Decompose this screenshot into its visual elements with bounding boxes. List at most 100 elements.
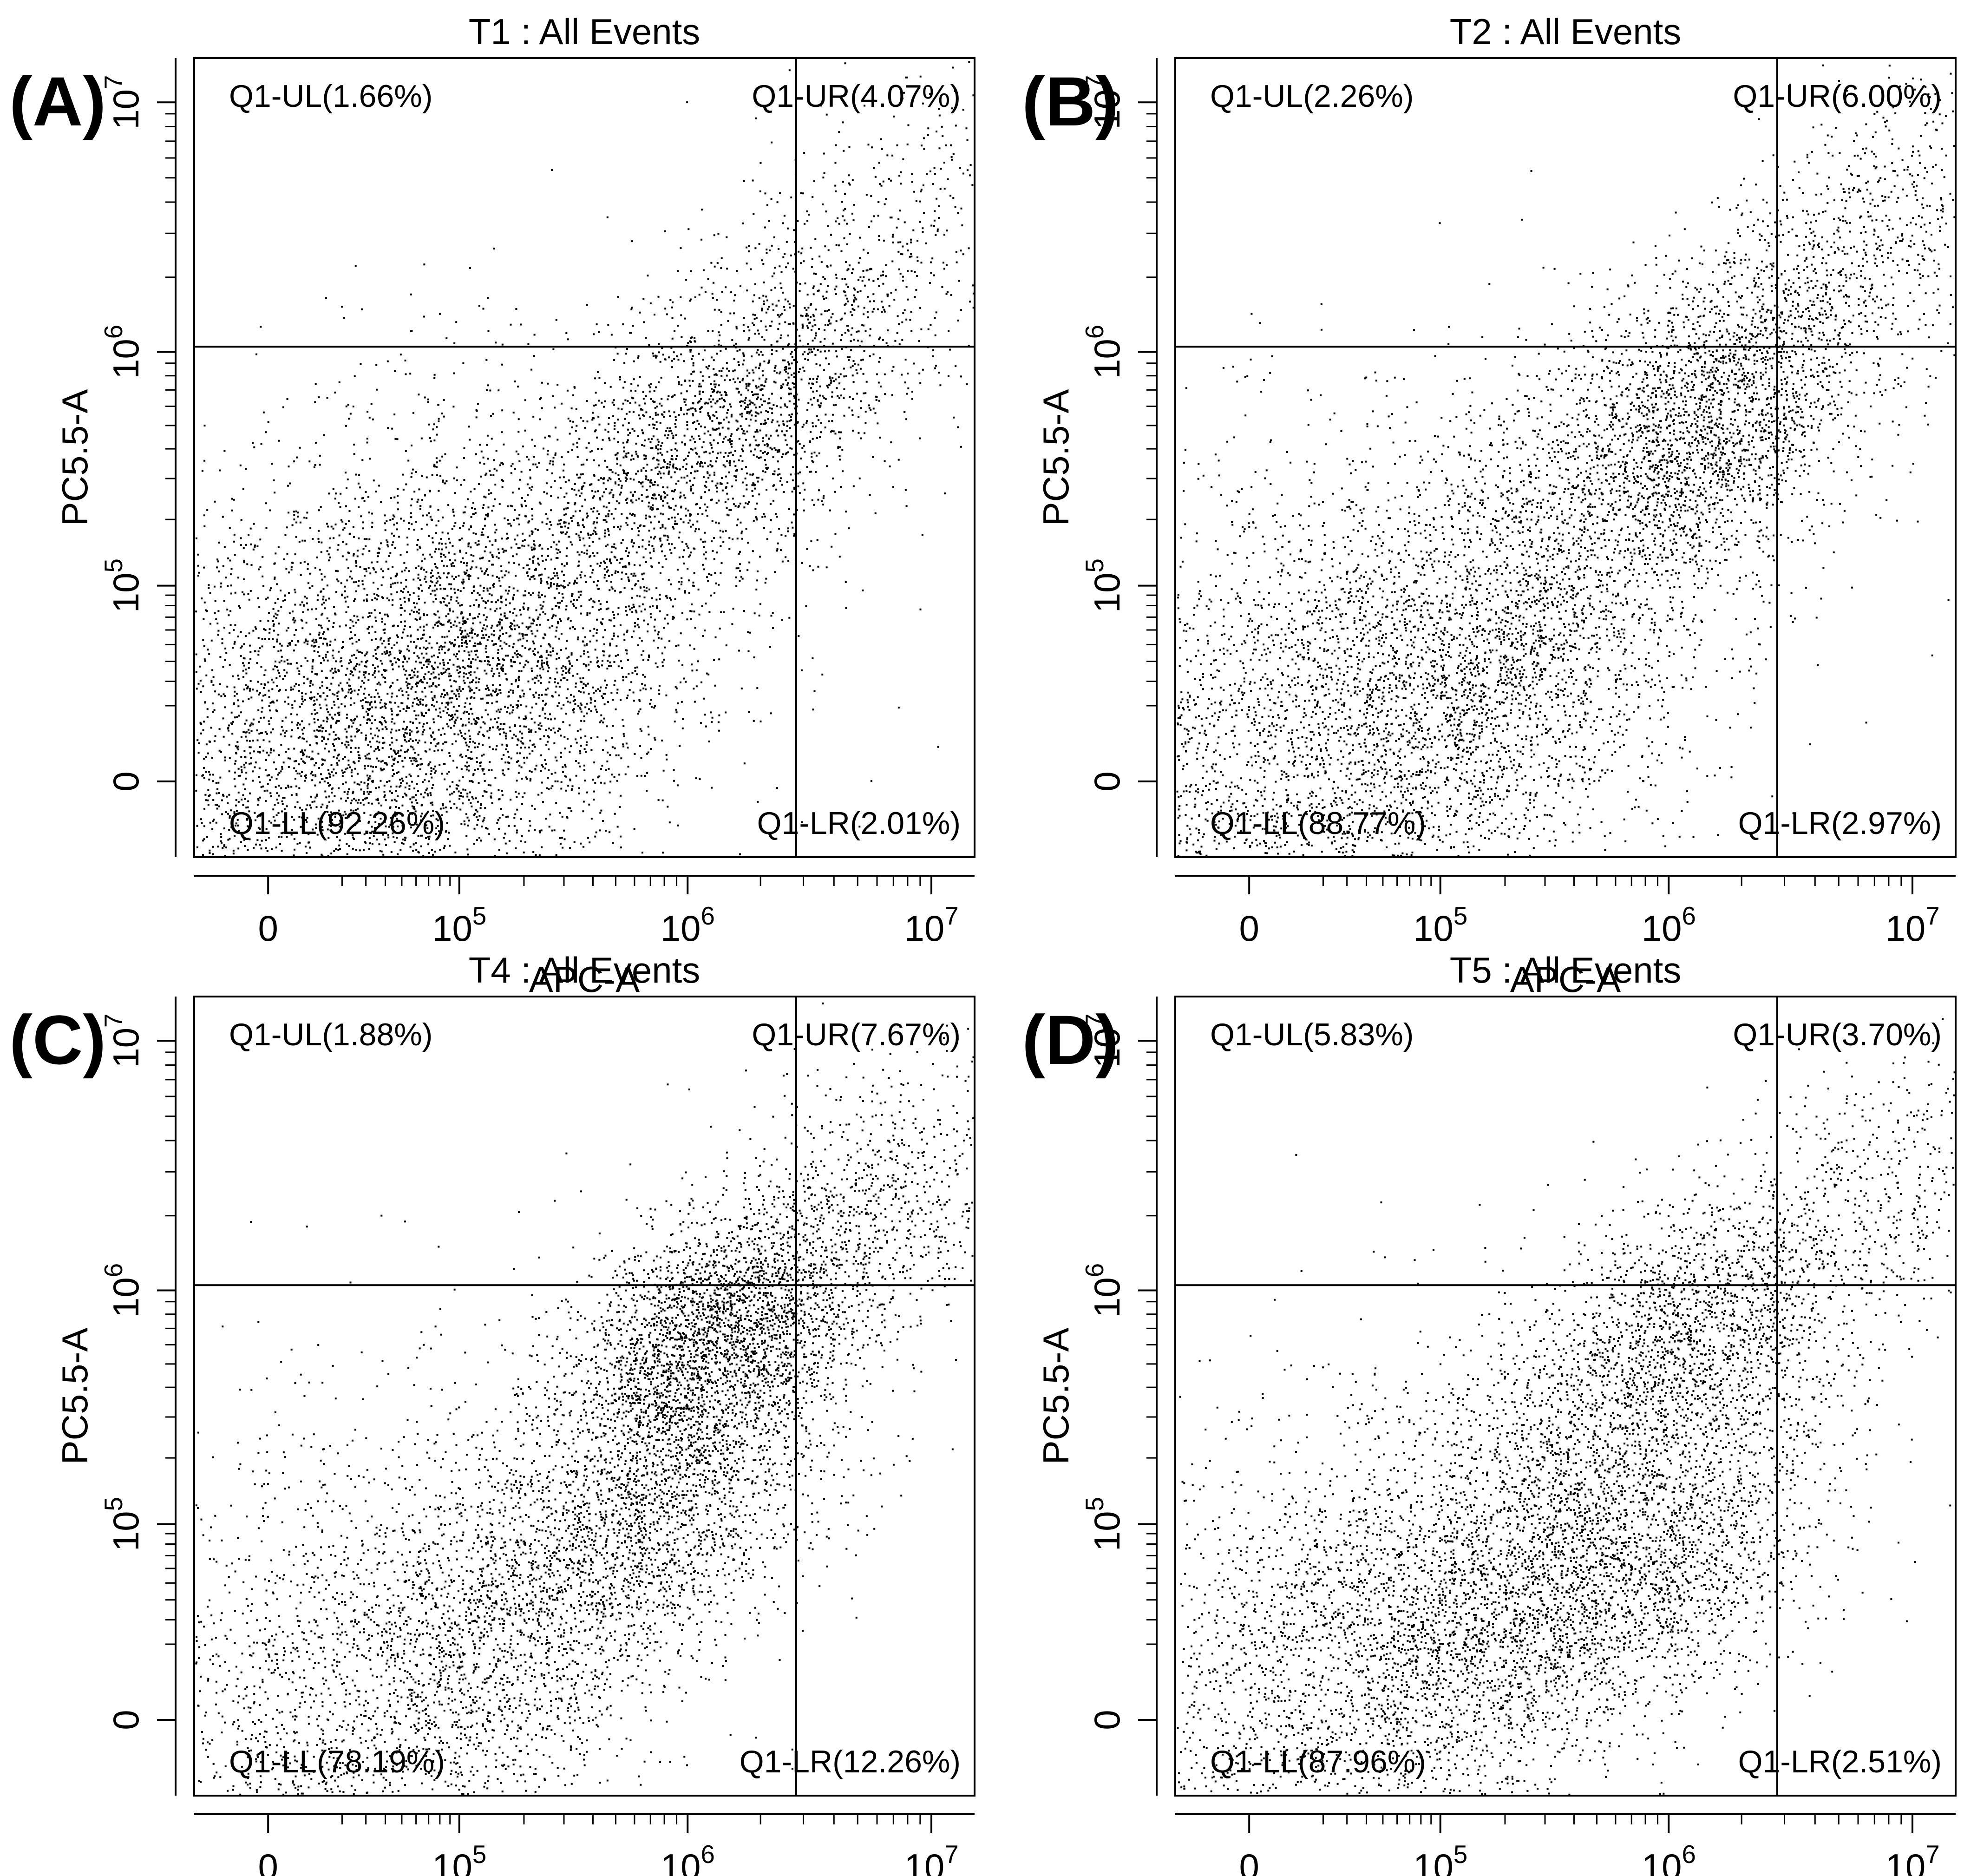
plot-title: T4 : All Events <box>469 950 700 990</box>
svg-text:105: 105 <box>432 1840 486 1876</box>
y-axis-label: PC5.5-A <box>54 389 95 526</box>
svg-text:106: 106 <box>99 1263 146 1318</box>
svg-text:105: 105 <box>1080 558 1127 613</box>
y-tick-label: 107 <box>1080 1014 1127 1068</box>
quadrant-label-ur: Q1-UR(6.00%) <box>1733 79 1942 114</box>
svg-text:107: 107 <box>99 75 146 130</box>
quadrant-label-lr: Q1-LR(2.97%) <box>1738 806 1942 841</box>
panel-letter: (D) <box>1022 1001 1119 1079</box>
svg-text:106: 106 <box>661 902 715 949</box>
x-tick-label: 106 <box>661 902 715 949</box>
x-tick-label: 107 <box>1885 902 1939 949</box>
x-tick-label: 105 <box>1413 1840 1467 1876</box>
quadrant-label-ul: Q1-UL(2.26%) <box>1210 79 1414 114</box>
svg-text:0: 0 <box>105 1710 146 1730</box>
x-tick-label: 105 <box>432 1840 486 1876</box>
y-tick-label: 0 <box>105 1710 146 1730</box>
panel-letter: (B) <box>1022 62 1119 140</box>
y-axis-label: PC5.5-A <box>1035 1328 1076 1465</box>
svg-text:106: 106 <box>1642 902 1696 949</box>
svg-text:107: 107 <box>1885 902 1939 949</box>
y-tick-label: 106 <box>1080 325 1127 379</box>
event-dots <box>195 1002 975 1796</box>
event-dot-cloud <box>1176 64 1956 857</box>
plot-title: T5 : All Events <box>1450 950 1682 990</box>
y-axis-label: PC5.5-A <box>54 1328 95 1465</box>
svg-text:105: 105 <box>1413 1840 1467 1876</box>
svg-text:107: 107 <box>1080 1014 1127 1068</box>
x-tick-label: 0 <box>258 908 278 949</box>
y-tick-label: 105 <box>1080 558 1127 613</box>
svg-text:0: 0 <box>105 771 146 791</box>
event-dots <box>195 61 975 857</box>
panel-2: (B) T2 : All Events Q1-UL(2.26%) Q1-UR(6.00… <box>1022 11 1957 1000</box>
x-tick-label: 106 <box>1642 1840 1696 1876</box>
quadrant-label-ul: Q1-UL(1.88%) <box>229 1017 432 1052</box>
y-tick-label: 105 <box>99 1497 146 1551</box>
svg-text:107: 107 <box>1080 75 1127 130</box>
y-tick-label: 107 <box>99 1014 146 1068</box>
plot-frame <box>193 996 975 1797</box>
y-tick-label: 105 <box>1080 1497 1127 1551</box>
quadrant-label-ll: Q1-LL(92.26%) <box>229 806 445 841</box>
quadrant-label-ll: Q1-LL(87.96%) <box>1210 1744 1426 1779</box>
svg-text:107: 107 <box>904 902 958 949</box>
y-tick-label: 106 <box>99 1263 146 1318</box>
svg-text:105: 105 <box>432 902 486 949</box>
svg-text:105: 105 <box>99 558 146 613</box>
svg-text:106: 106 <box>1080 325 1127 379</box>
svg-text:0: 0 <box>1239 908 1259 949</box>
x-tick-label: 106 <box>1642 902 1696 949</box>
x-tick-label: 106 <box>661 1840 715 1876</box>
svg-text:105: 105 <box>1080 1497 1127 1551</box>
x-tick-label: 0 <box>1239 908 1259 949</box>
plot-frame <box>1174 57 1957 858</box>
svg-text:0: 0 <box>258 908 278 949</box>
plot-title: T2 : All Events <box>1450 11 1682 52</box>
plot-frame <box>193 57 975 858</box>
panel-letter: (C) <box>9 1001 106 1079</box>
y-tick-label: 106 <box>1080 1263 1127 1318</box>
y-axis-label: PC5.5-A <box>1035 389 1076 526</box>
panel-letter: (A) <box>9 62 106 140</box>
svg-text:0: 0 <box>1087 771 1127 791</box>
quadrant-label-ur: Q1-UR(3.70%) <box>1733 1017 1942 1052</box>
y-tick-label: 107 <box>99 75 146 130</box>
svg-text:106: 106 <box>661 1840 715 1876</box>
quadrant-label-ll: Q1-LL(78.19%) <box>229 1744 445 1779</box>
event-dot-cloud <box>195 61 975 857</box>
quadrant-label-lr: Q1-LR(12.26%) <box>740 1744 961 1779</box>
y-tick-label: 0 <box>1087 771 1127 791</box>
x-tick-label: 105 <box>1413 902 1467 949</box>
svg-text:0: 0 <box>258 1846 278 1876</box>
svg-text:105: 105 <box>99 1497 146 1551</box>
quadrant-label-lr: Q1-LR(2.01%) <box>757 806 961 841</box>
svg-text:0: 0 <box>1239 1846 1259 1876</box>
x-tick-label: 0 <box>1239 1846 1259 1876</box>
event-dot-cloud <box>1177 1018 1956 1796</box>
panel-4: (D) T5 : All Events Q1-UL(5.83%) Q1-UR(3.70… <box>1022 950 1957 1876</box>
x-tick-label: 107 <box>1885 1840 1939 1876</box>
y-tick-label: 105 <box>99 558 146 613</box>
x-tick-label: 105 <box>432 902 486 949</box>
y-tick-label: 0 <box>105 771 146 791</box>
svg-text:107: 107 <box>99 1014 146 1068</box>
x-tick-label: 0 <box>258 1846 278 1876</box>
x-axis-label: APC-A <box>529 959 640 1000</box>
x-axis-label: APC-A <box>1510 959 1621 1000</box>
plot-title: T1 : All Events <box>469 11 700 52</box>
panel-1: (A) T1 : All Events Q1-UL(1.66%) Q1-UR(4.07… <box>9 11 975 1000</box>
plot-frame <box>1174 996 1957 1797</box>
event-dots <box>1177 1018 1956 1796</box>
svg-text:106: 106 <box>99 325 146 379</box>
y-tick-label: 106 <box>99 325 146 379</box>
quadrant-label-lr: Q1-LR(2.51%) <box>1738 1744 1942 1779</box>
quadrant-label-ul: Q1-UL(5.83%) <box>1210 1017 1414 1052</box>
svg-text:107: 107 <box>904 1840 958 1876</box>
quadrant-label-ul: Q1-UL(1.66%) <box>229 79 432 114</box>
quadrant-label-ll: Q1-LL(88.77%) <box>1210 806 1426 841</box>
svg-text:106: 106 <box>1080 1263 1127 1318</box>
y-tick-label: 0 <box>1087 1710 1127 1730</box>
svg-text:106: 106 <box>1642 1840 1696 1876</box>
